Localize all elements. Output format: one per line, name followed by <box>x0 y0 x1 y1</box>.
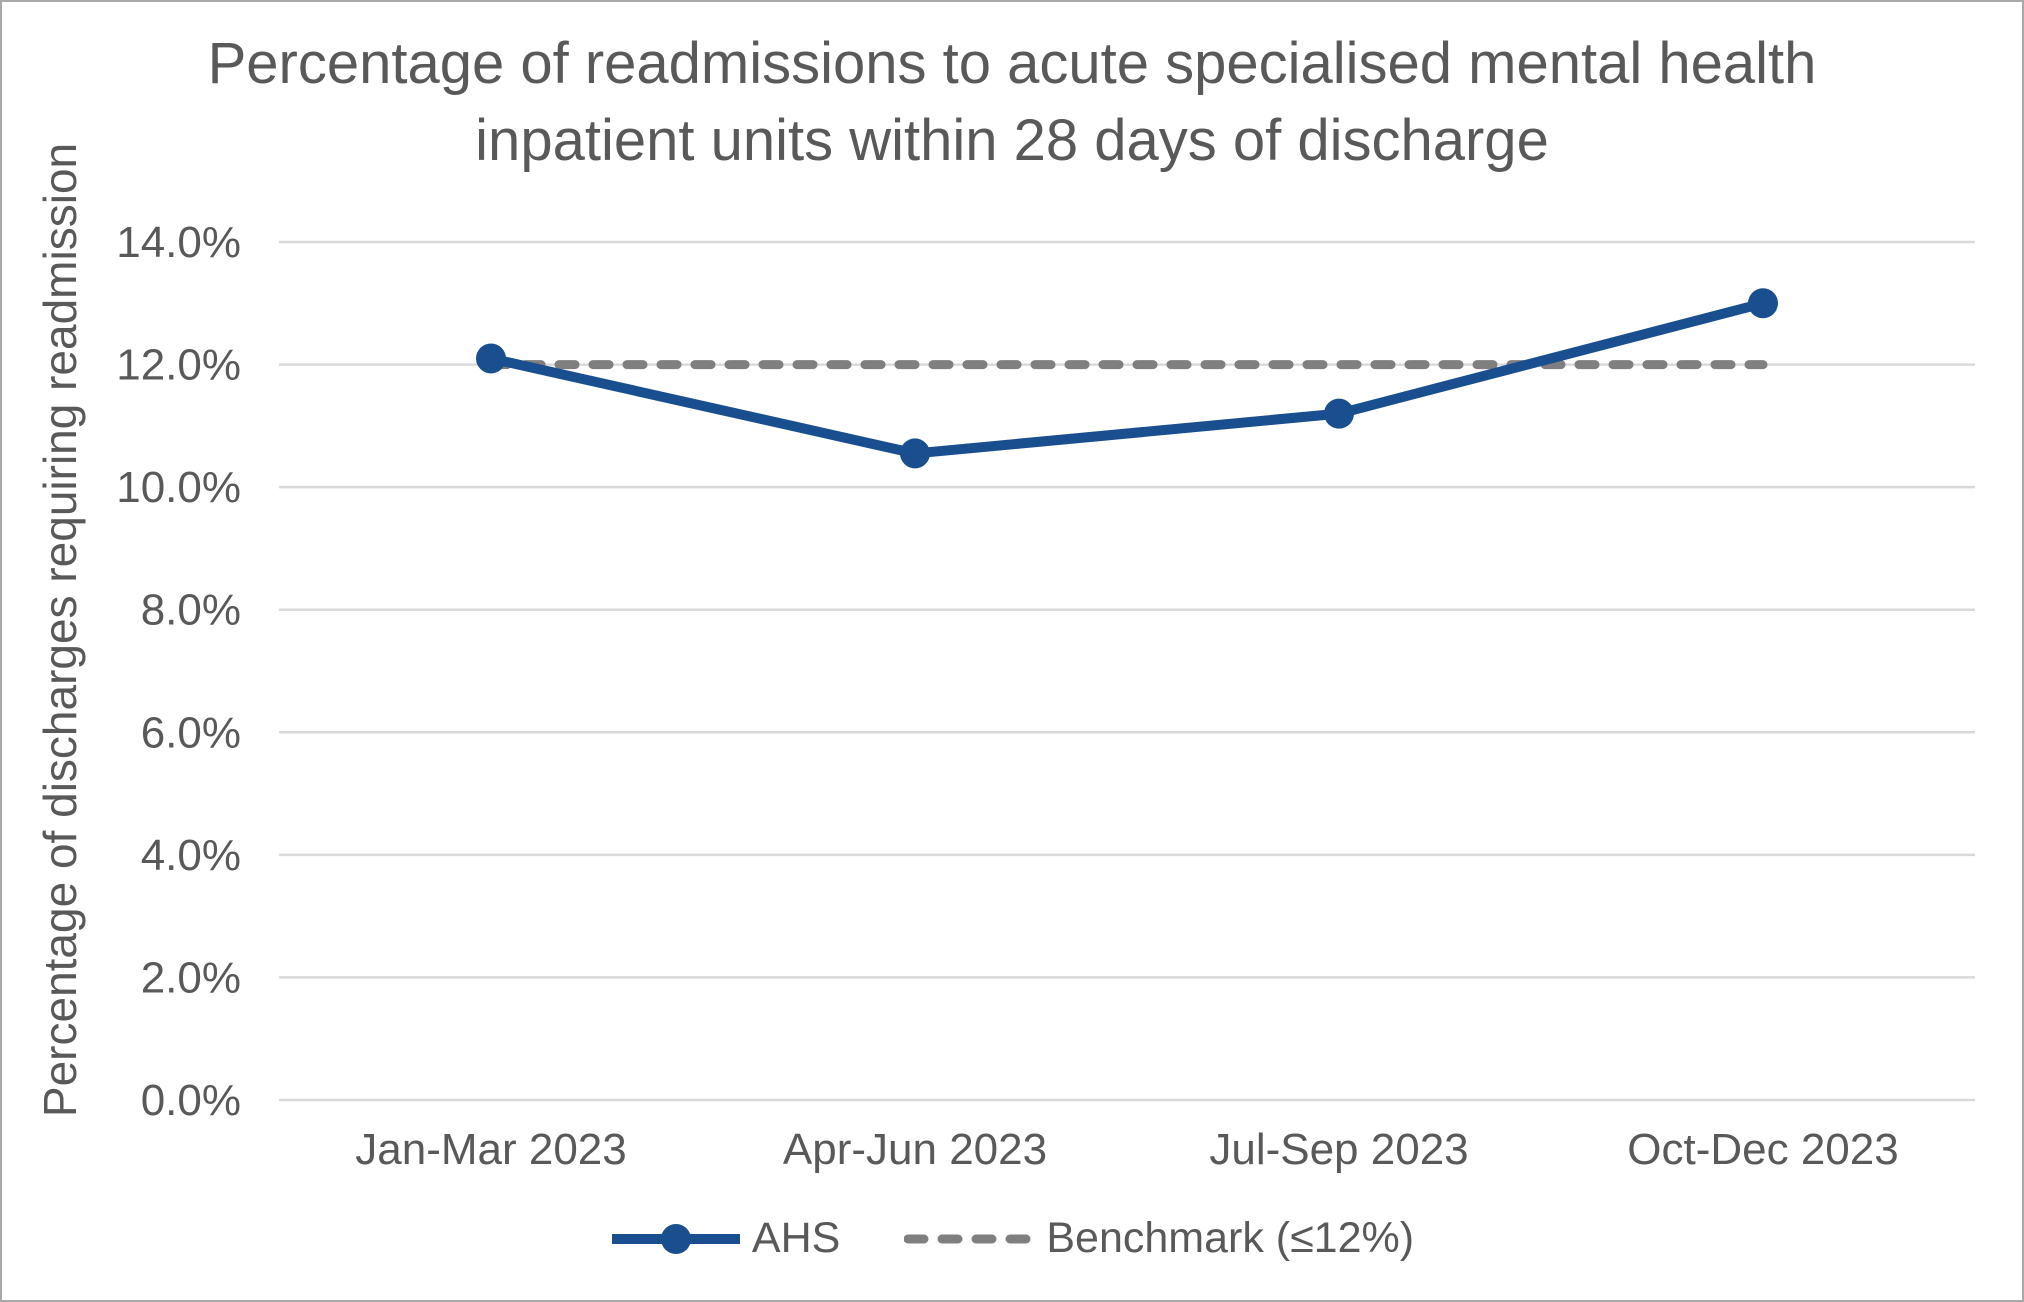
ahs-line <box>489 298 1765 459</box>
legend-item-ahs: AHS <box>610 1214 840 1263</box>
benchmark-dashed-line-icon <box>904 1234 1037 1243</box>
chart-title: Percentage of readmissions to acute spec… <box>207 31 1817 173</box>
y-tick-label: 14.0% <box>116 218 241 267</box>
legend-label-ahs: AHS <box>751 1214 841 1262</box>
legend-item-benchmark: Benchmark (≤12%) <box>904 1214 1414 1263</box>
x-tick-label: Jul-Sep 2023 <box>1209 1125 1468 1174</box>
ahs-data-point-markers <box>476 288 1778 469</box>
y-axis-tick-labels: 0.0% 2.0% 4.0% 6.0% 8.0% 10.0% 12.0% 14.0% <box>116 218 241 1125</box>
y-tick-label: 8.0% <box>141 586 241 635</box>
x-tick-label: Oct-Dec 2023 <box>1627 1125 1898 1174</box>
y-axis-title: Percentage of discharges requiring readm… <box>34 143 86 1117</box>
y-tick-label: 4.0% <box>141 831 241 880</box>
y-tick-label: 6.0% <box>141 708 241 757</box>
ahs-data-point <box>1324 398 1354 429</box>
legend: AHS Benchmark (≤12%) <box>2 1214 2022 1263</box>
ahs-data-point <box>1748 288 1778 319</box>
x-axis-tick-labels: Jan-Mar 2023 Apr-Jun 2023 Jul-Sep 2023 Oct-… <box>355 1125 1898 1174</box>
ahs-data-point <box>900 438 930 469</box>
ahs-data-point <box>476 343 506 374</box>
y-tick-label: 2.0% <box>141 953 241 1002</box>
ahs-series-path <box>489 298 1765 459</box>
x-tick-label: Apr-Jun 2023 <box>783 1125 1047 1174</box>
y-tick-label: 10.0% <box>116 463 241 512</box>
y-tick-label: 12.0% <box>116 341 241 390</box>
legend-label-benchmark: Benchmark (≤12%) <box>1046 1214 1415 1262</box>
x-tick-label: Jan-Mar 2023 <box>355 1125 626 1174</box>
y-tick-label: 0.0% <box>141 1076 241 1125</box>
ahs-line-marker-icon <box>611 1223 740 1254</box>
